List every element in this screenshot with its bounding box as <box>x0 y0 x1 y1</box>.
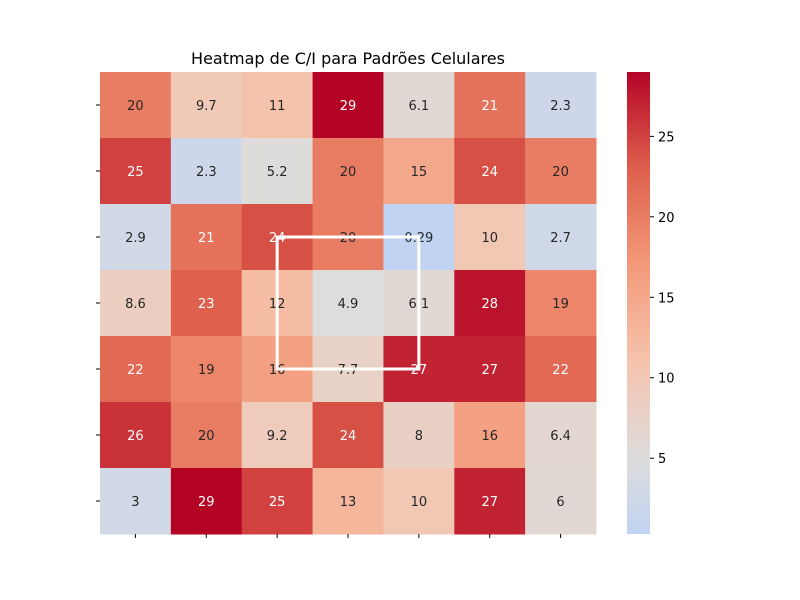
heatmap-cell <box>100 204 172 271</box>
heatmap-cell-value: 25 <box>127 165 144 180</box>
heatmap-cell-value: 29 <box>340 99 357 114</box>
colorbar-tick-label: 20 <box>658 211 675 226</box>
heatmap-cell <box>383 468 455 535</box>
heatmap-cell-value: 22 <box>552 363 569 378</box>
heatmap-cell-value: 3 <box>131 495 139 510</box>
heatmap-cell <box>454 336 526 403</box>
heatmap-cell <box>383 138 455 205</box>
heatmap-cell-value: 24 <box>481 165 498 180</box>
heatmap-cell <box>383 72 455 139</box>
heatmap-cell <box>525 270 597 337</box>
heatmap-cell <box>312 402 384 469</box>
heatmap-cell-value: 5.2 <box>267 165 288 180</box>
heatmap-cell-value: 16 <box>481 429 498 444</box>
heatmap-cell <box>525 138 597 205</box>
highlight-annotation <box>275 235 421 371</box>
colorbar-gradient <box>627 72 650 534</box>
heatmap-cell-value: 8 <box>415 429 423 444</box>
heatmap-cell <box>100 138 172 205</box>
heatmap-cell-value: 27 <box>481 363 498 378</box>
heatmap-cell <box>454 204 526 271</box>
heatmap-cell <box>170 402 243 469</box>
heatmap-cell <box>100 402 172 469</box>
heatmap-cell <box>454 270 526 337</box>
heatmap-cell-value: 21 <box>481 99 498 114</box>
heatmap-cell-value: 11 <box>269 99 286 114</box>
heatmap-cell <box>241 402 314 469</box>
heatmap-cell-value: 20 <box>340 165 357 180</box>
heatmap-cell-value: 27 <box>481 495 498 510</box>
heatmap-cell-value: 20 <box>198 429 215 444</box>
heatmap-cell <box>525 468 597 535</box>
heatmap-cell-value: 2.7 <box>550 231 571 246</box>
heatmap-cell <box>100 336 172 403</box>
heatmap-cell-value: 9.2 <box>267 429 288 444</box>
heatmap-cell <box>454 468 526 535</box>
heatmap-cell <box>525 204 597 271</box>
heatmap-cell-value: 26 <box>127 429 144 444</box>
heatmap-cell-value: 24 <box>340 429 357 444</box>
heatmap-cell-value: 15 <box>411 165 428 180</box>
heatmap-cell <box>241 468 314 535</box>
chart-title: Heatmap de C/I para Padrões Celulares <box>191 49 505 68</box>
heatmap-cell-value: 2.3 <box>550 99 571 114</box>
heatmap-cell-value: 25 <box>269 495 286 510</box>
heatmap-cell-value: 6.1 <box>409 99 430 114</box>
heatmap-cell-value: 10 <box>411 495 428 510</box>
heatmap-cell <box>383 402 455 469</box>
heatmap-cell <box>170 468 243 535</box>
heatmap-cell <box>312 72 384 139</box>
heatmap-cell-value: 20 <box>552 165 569 180</box>
heatmap-cell-value: 4.9 <box>338 297 359 312</box>
colorbar-tick-label: 15 <box>658 291 675 306</box>
heatmap-cell-value: 19 <box>198 363 215 378</box>
heatmap-cell-value: 13 <box>340 495 357 510</box>
heatmap-cell <box>170 72 243 139</box>
heatmap-cell <box>525 336 597 403</box>
heatmap-cell-value: 9.7 <box>196 99 217 114</box>
heatmap-cell-value: 6 <box>556 495 564 510</box>
heatmap-cell-value: 29 <box>198 495 215 510</box>
heatmap-cell <box>454 72 526 139</box>
heatmap-cell <box>100 72 172 139</box>
heatmap-cell <box>241 72 314 139</box>
heatmap-cell-value: 20 <box>127 99 144 114</box>
heatmap-cell-value: 8.6 <box>125 297 146 312</box>
heatmap-cell-value: 2.9 <box>125 231 146 246</box>
heatmap-cell-value: 28 <box>481 297 498 312</box>
colorbar-tick-label: 5 <box>658 452 666 467</box>
colorbar-tick-label: 10 <box>658 372 675 387</box>
heatmap-cell-value: 2.3 <box>196 165 217 180</box>
heatmap-cell <box>100 468 172 535</box>
heatmap-cell-value: 6.4 <box>550 429 571 444</box>
heatmap-cell-value: 22 <box>127 363 144 378</box>
colorbar: 5 10 15 20 25 <box>627 72 675 534</box>
heatmap-cell <box>170 204 243 271</box>
heatmap-cell-value: 21 <box>198 231 215 246</box>
heatmap-cell <box>241 138 314 205</box>
heatmap-cell <box>454 138 526 205</box>
heatmap-cell-value: 23 <box>198 297 215 312</box>
heatmap-cell-labels: 20 9.7 11 29 6.1 21 2.3 25 2.3 5.2 20 15 24 20 2.9 21 24… <box>125 99 571 510</box>
heatmap-cell <box>312 270 384 337</box>
heatmap-cell <box>525 72 597 139</box>
heatmap-cell <box>454 402 526 469</box>
heatmap-cell <box>312 468 384 535</box>
heatmap-cell <box>100 270 172 337</box>
highlight-polygon <box>275 235 421 371</box>
axis-ticks <box>96 104 562 538</box>
heatmap-cell <box>170 138 243 205</box>
heatmap-cell <box>170 270 243 337</box>
colorbar-tick-label: 25 <box>658 130 675 145</box>
heatmap-cell <box>525 402 597 469</box>
heatmap-cells <box>100 72 597 535</box>
heatmap-cell-value: 10 <box>481 231 498 246</box>
heatmap-cell <box>170 336 243 403</box>
heatmap-cell-value: 19 <box>552 297 569 312</box>
heatmap-cell <box>312 138 384 205</box>
